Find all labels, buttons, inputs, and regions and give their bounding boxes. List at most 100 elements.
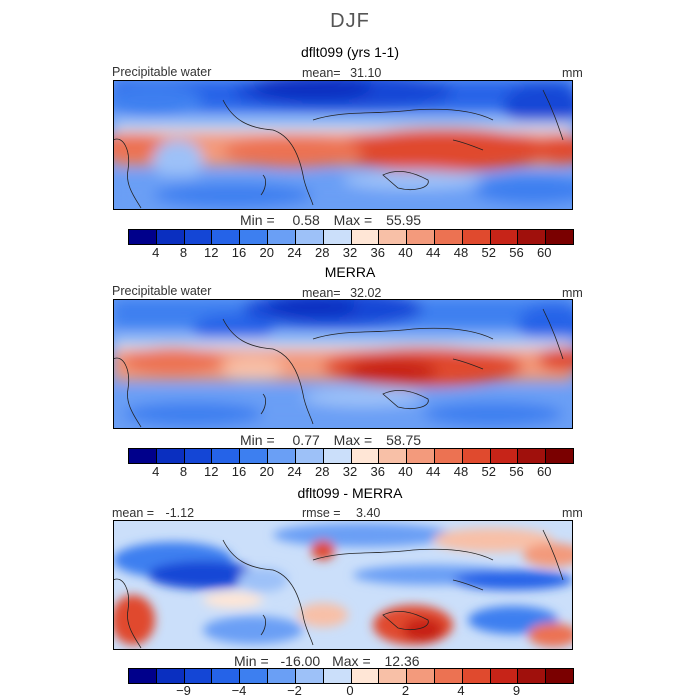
colorbar-tick-label: 4 (152, 245, 160, 260)
colorbar-tick-label: 16 (231, 464, 247, 479)
colorbar-tick-label: 52 (481, 245, 496, 260)
colorbar-tick-label: 56 (509, 464, 524, 479)
colorbar-swatch (378, 669, 407, 683)
mean-label-diff: mean = -1.12 (112, 506, 194, 520)
colorbar-tick-label: 8 (179, 245, 188, 260)
colorbar-tick-label: 52 (481, 464, 496, 479)
colorbar-tick-label: 48 (453, 464, 469, 479)
colorbar-tick-label: 40 (398, 245, 413, 260)
colorbar-swatch (433, 449, 462, 463)
colorbar-swatch (461, 449, 490, 463)
colorbar-swatch (129, 230, 156, 244)
colorbar-swatch (406, 669, 434, 683)
figure-title: DJF (330, 10, 370, 32)
colorbar-swatch (239, 230, 268, 244)
map-panel-obs (113, 299, 573, 429)
colorbar-swatch (211, 669, 240, 683)
colorbar-tick-label: 2 (401, 683, 410, 698)
colorbar-tick-label: 12 (204, 245, 219, 260)
colorbar-tick-label: −4 (231, 683, 247, 698)
colorbar-tick-label: 12 (204, 464, 219, 479)
colorbar-swatch (155, 449, 184, 463)
colorbar-tick-label: 24 (287, 464, 302, 479)
units-label-model: mm (562, 66, 583, 80)
colorbar-tick-label: 60 (537, 245, 552, 260)
colorbar-swatch (461, 669, 490, 683)
colorbar-tick-label: 48 (453, 245, 469, 260)
colorbar-ticks-diff: −9 −4 −2 0 2 4 9 (128, 683, 572, 699)
colorbar-tick-label: 20 (259, 464, 274, 479)
colorbar-swatch (350, 449, 379, 463)
colorbar-swatch (545, 449, 573, 463)
mean-value: -1.12 (165, 506, 195, 520)
colorbar-swatch (267, 230, 295, 244)
colorbar-swatch (489, 669, 518, 683)
mean-text: mean = (112, 506, 155, 520)
colorbar-swatch (545, 669, 573, 683)
colorbar-swatch (129, 669, 156, 683)
min-label: Min = (234, 653, 269, 669)
colorbar-swatch (183, 449, 212, 463)
colorbar-swatch (378, 230, 407, 244)
colorbar-tick-label: 56 (509, 245, 524, 260)
map-panel-diff (113, 520, 573, 650)
colorbar-swatch (322, 669, 351, 683)
min-value: 0.77 (292, 432, 320, 448)
colorbar-tick-label: 44 (426, 464, 441, 479)
colorbar-swatch (433, 230, 462, 244)
colorbar-swatch (267, 449, 295, 463)
colorbar-swatch (406, 449, 434, 463)
max-value: 58.75 (386, 432, 422, 448)
colorbar-swatch (294, 230, 323, 244)
panel-title-obs: MERRA (324, 264, 376, 280)
colorbar-swatch (461, 230, 490, 244)
mean-text: mean= (302, 286, 341, 300)
colorbar-swatch (489, 449, 518, 463)
colorbar-tick-label: −9 (176, 683, 191, 698)
colorbar-swatch (517, 669, 546, 683)
colorbar-swatch (155, 669, 184, 683)
rmse-text: rmse = (302, 506, 341, 520)
colorbar-swatch (294, 669, 323, 683)
rmse-label-diff: rmse = 3.40 (302, 506, 380, 520)
colorbar-diff (128, 668, 574, 684)
colorbar-ticks-obs: 4 8 12 16 20 24 28 32 36 40 44 48 52 56 60 (128, 464, 572, 480)
colorbar-swatch (545, 230, 573, 244)
min-value: 0.58 (292, 212, 320, 228)
colorbar-swatch (489, 230, 518, 244)
max-label: Max = (332, 653, 371, 669)
max-value: 55.95 (386, 212, 422, 228)
max-value: 12.36 (384, 653, 420, 669)
colorbar-swatch (433, 669, 462, 683)
panel-title-model: dflt099 (yrs 1-1) (300, 44, 400, 60)
colorbar-tick-label: 44 (426, 245, 441, 260)
colorbar-tick-label: 4 (152, 464, 160, 479)
minmax-model: Min = 0.58 Max = 55.95 (240, 212, 421, 228)
colorbar-swatch (378, 449, 407, 463)
min-value: -16.00 (280, 653, 321, 669)
colorbar-swatch (517, 449, 546, 463)
colorbar-swatch (322, 449, 351, 463)
max-label: Max = (333, 212, 373, 228)
colorbar-model (128, 229, 574, 245)
colorbar-tick-label: 36 (370, 464, 385, 479)
map-panel-model (113, 80, 573, 210)
colorbar-swatch (211, 230, 240, 244)
variable-label-model: Precipitable water (112, 65, 212, 79)
colorbar-obs (128, 448, 574, 464)
min-label: Min = (240, 432, 275, 448)
colorbar-swatch (267, 669, 295, 683)
units-label-diff: mm (562, 506, 583, 520)
colorbar-swatch (350, 230, 379, 244)
colorbar-tick-label: 36 (370, 245, 385, 260)
colorbar-tick-label: −2 (287, 683, 302, 698)
colorbar-tick-label: 4 (457, 683, 465, 698)
colorbar-swatch (517, 230, 546, 244)
mean-text: mean= (302, 66, 341, 80)
variable-label-obs: Precipitable water (112, 284, 212, 298)
colorbar-tick-label: 24 (287, 245, 302, 260)
colorbar-tick-label: 40 (398, 464, 413, 479)
mean-label-obs: mean= 32.02 (302, 286, 381, 300)
mean-label-model: mean= 31.10 (302, 66, 381, 80)
colorbar-swatch (155, 230, 184, 244)
